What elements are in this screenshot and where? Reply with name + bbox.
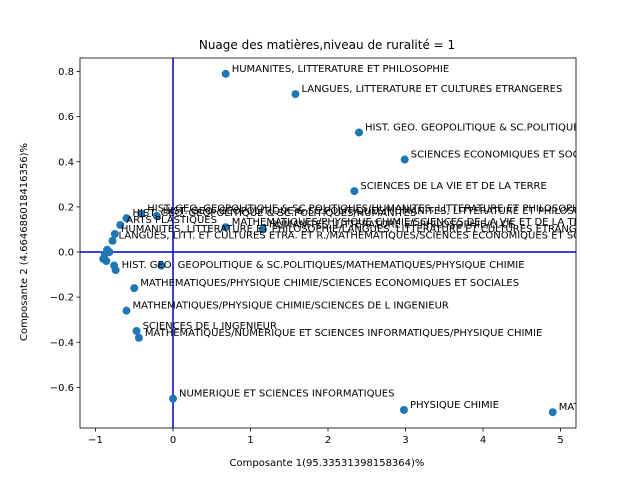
data-point: [134, 333, 143, 342]
data-point: [399, 405, 408, 414]
data-point: [169, 394, 177, 403]
point-label: LANGUES, LITT. ET CULTURES ETRA. ET R./M…: [119, 231, 617, 242]
data-point: [221, 223, 230, 232]
point-label: HUMANITES, LITTERATURE ET PHILOSOPHIE/LL…: [269, 219, 514, 230]
data-point: [108, 236, 117, 245]
data-points: HUMANITES, LITTERATURE ET PHILOSOPHIE LAN…: [99, 64, 640, 417]
point-label: HUMANITES, LITTERATURE ET PHILOSOPHIE/LA…: [121, 224, 603, 235]
point-label: HIST. GEO. GEOPOLITIQUE & SC.POLITIQUES/…: [122, 260, 525, 271]
point-label: SCIENCES DE L INGENIEUR: [143, 321, 277, 332]
y-tick-label: 0.4: [58, 157, 74, 168]
point-label: SCIENCES ECONOMIQUES ET SOCIALES: [411, 150, 608, 161]
point-label: MATHEMATIQUES: [559, 402, 640, 413]
data-point: [110, 229, 119, 238]
x-tick-label: 4: [480, 435, 486, 446]
y-tick-label: 0.6: [58, 112, 74, 123]
data-point: [116, 220, 125, 229]
point-label: HIST. GEO. GEOPOLITIQUE & SC.POLITIQUES/…: [147, 204, 589, 215]
data-point: [157, 261, 166, 270]
y-tick-label: −0.2: [50, 293, 74, 304]
point-label: MATHEMATIQUES/PHYSIQUE CHIMIE/SCIENCES E…: [140, 278, 519, 289]
point-label: HIST. GEO. GEOPOLITIQUE & SC.POLITIQUES/…: [133, 208, 417, 219]
x-tick-label: 5: [557, 435, 563, 446]
x-tick-label: 0: [170, 435, 176, 446]
y-tick-label: −0.4: [50, 338, 74, 349]
point-label: PHYSIQUE CHIMIE: [410, 400, 499, 411]
data-point: [221, 69, 230, 78]
data-point: [111, 266, 120, 275]
data-point: [258, 225, 267, 234]
data-point: [122, 306, 131, 315]
point-label: HUMANITES, LITTERATURE ET PHILOSOPHIE: [232, 64, 449, 75]
point-label: LANGUES, LITTERATURE ET CULTURES ETRANGE…: [301, 84, 562, 95]
data-point: [132, 326, 141, 335]
data-point: [355, 128, 363, 137]
data-point: [137, 209, 146, 218]
x-tick-label: 2: [325, 435, 331, 446]
data-point: [291, 90, 300, 99]
data-point: [122, 214, 131, 223]
point-label: HIST. GEO. GEOPOLITIQUE & SC.POLITIQUES/…: [163, 206, 605, 217]
y-tick-label: 0.8: [58, 67, 74, 78]
point-label: MATHEMATIQUES/NUMERIQUE ET SCIENCES INFO…: [145, 328, 542, 339]
y-tick-label: 0.0: [58, 248, 74, 259]
data-point: [400, 155, 409, 164]
x-tick-label: 1: [247, 435, 253, 446]
point-label: HIST. GEO. GEOPOLITIQUE & SC.POLITIQUES: [365, 122, 586, 133]
x-tick-label: 3: [402, 435, 408, 446]
point-label: MATHEMATIQUES/PHYSIQUE CHIMIE/SCIENCES D…: [133, 301, 449, 312]
data-point: [152, 211, 161, 220]
x-tick-label: −1: [88, 435, 103, 446]
plot-area: HUMANITES, LITTERATURE ET PHILOSOPHIE LAN…: [50, 57, 640, 446]
point-label: MATHEMATIQUES/PHYSIQUE CHIMIE/SCIENCES D…: [232, 217, 600, 228]
y-tick-label: 0.2: [58, 202, 74, 213]
data-point: [350, 187, 359, 196]
chart-title: Nuage des matières,niveau de ruralité = …: [199, 38, 455, 52]
point-label: NUMERIQUE ET SCIENCES INFORMATIQUES: [179, 389, 394, 400]
data-point: [130, 284, 139, 293]
y-tick-label: −0.6: [50, 383, 74, 394]
data-point: [548, 408, 557, 417]
data-point: [102, 257, 111, 266]
reference-lines: [80, 58, 576, 428]
x-axis-label: Composante 1(95.33531398158364)%: [230, 458, 425, 469]
point-label: SCIENCES DE LA VIE ET DE LA TERRE: [360, 181, 546, 192]
point-label: ARTS PLASTIQUES: [126, 215, 217, 226]
y-axis-label: Composante 2 (4.664686018416356)%: [19, 143, 30, 341]
